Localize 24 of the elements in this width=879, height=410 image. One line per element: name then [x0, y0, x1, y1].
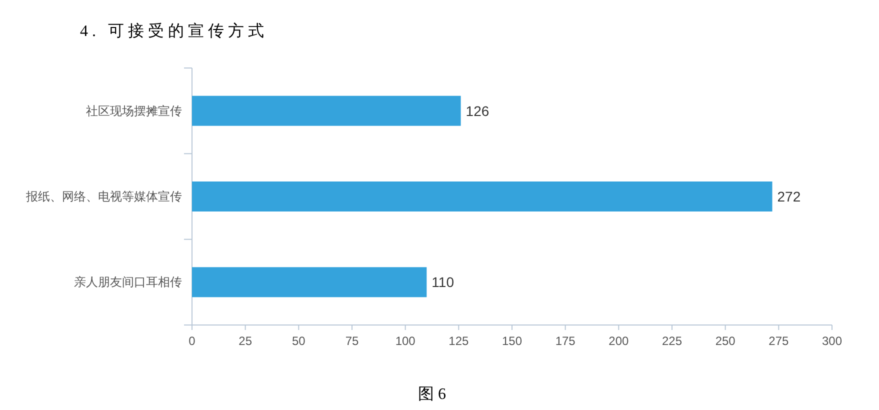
data-label: 272	[777, 188, 801, 204]
x-tick-label: 0	[188, 334, 196, 348]
x-tick-label: 225	[662, 334, 682, 348]
y-tick-label: 亲人朋友间口耳相传	[74, 275, 182, 290]
bar	[192, 96, 461, 126]
data-label: 126	[466, 102, 490, 119]
bar	[192, 182, 772, 212]
x-tick-label: 125	[448, 334, 469, 348]
x-tick-label: 175	[555, 334, 576, 348]
x-tick-label: 200	[608, 334, 629, 348]
data-label: 110	[432, 274, 454, 290]
x-tick-label: 150	[502, 334, 522, 348]
bar	[192, 267, 427, 298]
x-tick-label: 75	[345, 334, 359, 348]
x-tick-label: 50	[292, 334, 306, 348]
y-tick-label: 社区现场摆摊宣传	[86, 104, 182, 118]
x-tick-label: 250	[715, 334, 736, 348]
caption: 图 6	[418, 386, 446, 403]
x-tick-label: 300	[822, 334, 842, 348]
chart-title: 4. 可接受的宣传方式	[80, 22, 268, 40]
x-tick-label: 275	[768, 334, 789, 348]
y-tick-label: 报纸、网络、电视等媒体宣传	[25, 190, 182, 204]
x-tick-label: 100	[395, 334, 416, 348]
x-tick-label: 25	[238, 334, 252, 348]
